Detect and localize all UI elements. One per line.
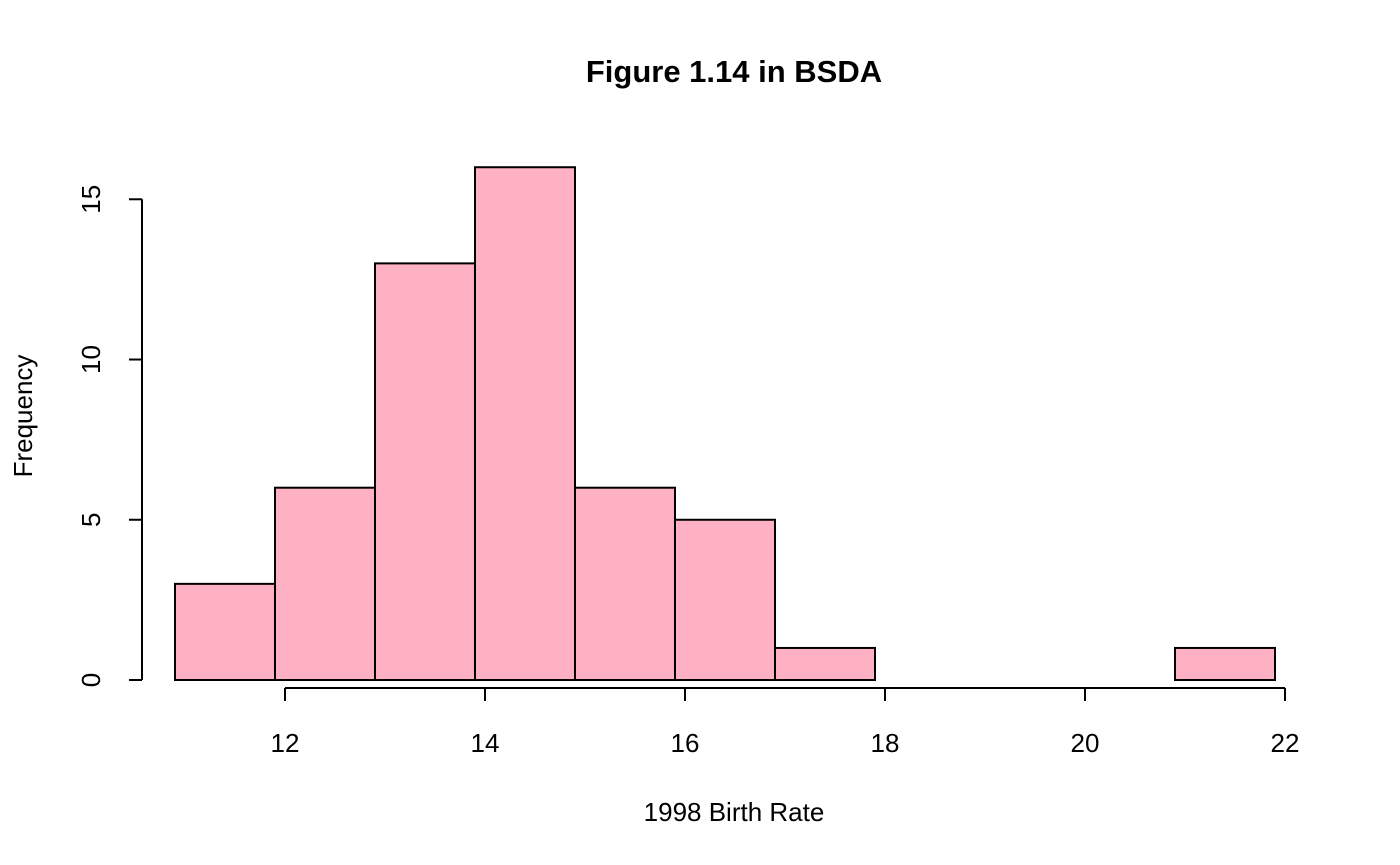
histogram-bar xyxy=(674,518,776,681)
y-axis: 0 5 10 15 xyxy=(76,185,143,687)
histogram-bar xyxy=(574,486,676,681)
y-tick-label: 0 xyxy=(76,673,106,687)
x-tick-label: 12 xyxy=(271,728,300,758)
x-tick-label: 20 xyxy=(1071,728,1100,758)
x-tick-label: 16 xyxy=(671,728,700,758)
x-tick-label: 22 xyxy=(1271,728,1300,758)
x-tick-label: 18 xyxy=(871,728,900,758)
chart-title: Figure 1.14 in BSDA xyxy=(586,54,882,89)
histogram-bar xyxy=(374,262,476,681)
y-axis-label: Frequency xyxy=(8,355,38,478)
histogram-bar xyxy=(274,486,376,681)
y-tick-label: 15 xyxy=(76,185,106,214)
histogram-bar xyxy=(1174,646,1276,681)
histogram-bar xyxy=(474,166,576,681)
x-axis-label: 1998 Birth Rate xyxy=(644,797,825,827)
x-axis: 12 14 16 18 20 22 xyxy=(271,687,1300,758)
y-tick-label: 5 xyxy=(76,513,106,527)
histogram-bars xyxy=(174,166,1276,681)
x-tick-label: 14 xyxy=(471,728,500,758)
histogram-bar xyxy=(774,646,876,681)
y-tick-label: 10 xyxy=(76,345,106,374)
histogram-bar xyxy=(174,582,276,681)
